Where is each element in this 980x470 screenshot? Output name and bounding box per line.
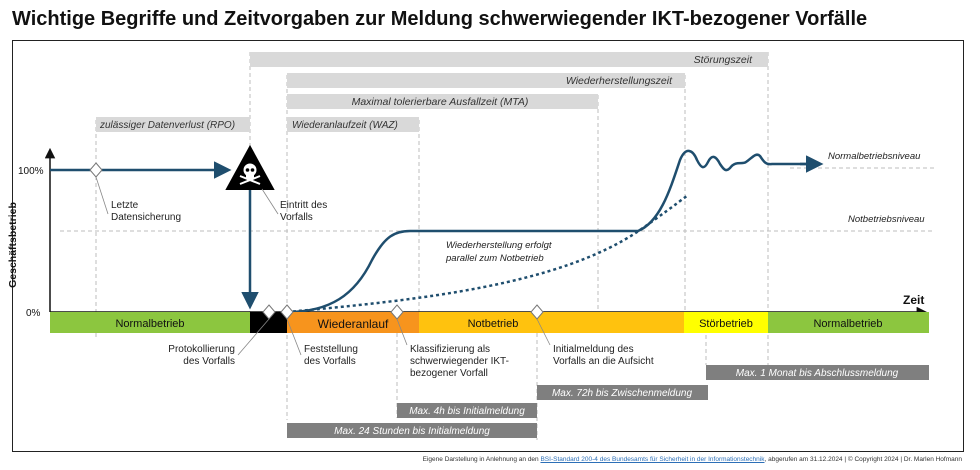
event-initialmeldung-line1: Initialmeldung des — [553, 344, 634, 355]
event-sicherung-leader — [95, 176, 109, 215]
time-bars: Störungszeit Wiederherstellungszeit Maxi… — [96, 52, 768, 132]
event-sicherung-line1: Letzte — [111, 200, 139, 211]
event-klassifizierung-line2: schwerwiegender IKT- — [410, 356, 509, 367]
phase-normalbetrieb-1 — [50, 312, 250, 333]
milestones — [89, 162, 544, 320]
phase-wiederanlauf — [287, 312, 419, 333]
y-axis-label: Geschäftsbetrieb — [7, 202, 19, 288]
deadline-72h-bar — [537, 385, 708, 400]
danger-warning-icon — [225, 144, 275, 190]
phase-normalbetrieb-2 — [768, 312, 929, 333]
phase-notbetrieb — [419, 312, 684, 333]
bar-waz-label: Wiederanlaufzeit (WAZ) — [292, 120, 398, 131]
event-feststellung-leader — [286, 318, 302, 356]
deadline-24h-label: Max. 24 Stunden bis Initialmeldung — [334, 426, 490, 437]
footer-prefix: Eigene Darstellung in Anlehnung an den — [422, 456, 541, 463]
phase-normalbetrieb-2-label: Normalbetrieb — [813, 318, 882, 330]
phase-normalbetrieb-1-label: Normalbetrieb — [115, 318, 184, 330]
event-eintritt-line1: Eintritt des — [280, 200, 327, 211]
milestone-datensicherung — [89, 162, 103, 178]
event-eintritt-leader — [261, 188, 279, 215]
event-klassifizierung-line1: Klassifizierung als — [410, 344, 490, 355]
bar-waz — [287, 117, 419, 132]
deadline-1m-bar — [706, 365, 929, 380]
event-protokollierung-leader — [237, 318, 270, 356]
event-sicherung-line2: Datensicherung — [111, 212, 181, 223]
phase-wiederanlauf-label: Wiederanlauf — [318, 317, 389, 331]
deadline-bars: Max. 1 Monat bis Abschlussmeldung Max. 7… — [287, 365, 929, 438]
event-protokollierung-line2: des Vorfalls — [183, 356, 235, 367]
deadline-72h-label: Max. 72h bis Zwischenmeldung — [552, 388, 693, 399]
page-title: Wichtige Begriffe und Zeitvorgaben zur M… — [12, 8, 868, 30]
emergency-operation-curve — [286, 149, 808, 314]
deadline-4h-bar — [397, 403, 537, 418]
phase-incident — [250, 312, 287, 333]
phase-stoerbetrieb-label: Störbetrieb — [699, 318, 753, 330]
bar-stoerungszeit-label: Störungszeit — [694, 54, 753, 66]
deadline-1m-label: Max. 1 Monat bis Abschlussmeldung — [736, 368, 899, 379]
event-initialmeldung-line2: Vorfalls an die Aufsicht — [553, 356, 654, 367]
event-klassifizierung-line3: bezogener Vorfall — [410, 368, 488, 379]
bar-mta-label: Maximal tolerierbare Ausfallzeit (MTA) — [352, 96, 529, 108]
event-labels: Letzte Datensicherung Eintritt des Vorfa… — [95, 176, 654, 379]
diagram-frame — [12, 40, 964, 452]
deadline-24h-bar — [287, 423, 537, 438]
bar-wiederherstellungszeit — [287, 73, 685, 88]
bar-wiederherstellungszeit-label: Wiederherstellungszeit — [566, 75, 673, 87]
event-feststellung-line2: des Vorfalls — [304, 356, 356, 367]
tick-0: 0% — [26, 308, 41, 319]
business-curve — [50, 149, 824, 314]
event-klassifizierung-leader — [396, 318, 408, 346]
event-feststellung-line1: Feststellung — [304, 344, 358, 355]
bar-rpo — [96, 117, 250, 132]
deadline-4h-label: Max. 4h bis Initialmeldung — [409, 406, 525, 417]
level-not-label: Notbetriebsniveau — [848, 214, 925, 225]
bar-stoerungszeit — [250, 52, 768, 67]
bar-mta — [287, 94, 598, 109]
tick-100: 100% — [18, 166, 44, 177]
phase-notbetrieb-label: Notbetrieb — [468, 318, 519, 330]
curve-note-line1: Wiederherstellung erfolgt — [446, 240, 552, 251]
phase-bar: Normalbetrieb Wiederanlauf Notbetrieb St… — [50, 312, 929, 333]
event-initialmeldung-leader — [536, 318, 551, 346]
phase-stoerbetrieb — [684, 312, 768, 333]
footer-source-link[interactable]: BSI-Standard 200-4 des Bundesamts für Si… — [540, 456, 765, 463]
axes: Geschäftsbetrieb Zeit 100% 0% — [7, 147, 928, 319]
level-normal-label: Normalbetriebsniveau — [828, 151, 921, 162]
x-axis-label: Zeit — [903, 293, 924, 307]
event-protokollierung-line1: Protokollierung — [168, 344, 235, 355]
footer-suffix: , abgerufen am 31.12.2024 | © Copyright … — [764, 456, 962, 463]
bar-rpo-label: zulässiger Datenverlust (RPO) — [99, 120, 235, 131]
footer-credit: Eigene Darstellung in Anlehnung an den B… — [0, 456, 962, 463]
curve-note-line2: parallel zum Notbetrieb — [445, 253, 544, 264]
event-eintritt-line2: Vorfalls — [280, 212, 313, 223]
